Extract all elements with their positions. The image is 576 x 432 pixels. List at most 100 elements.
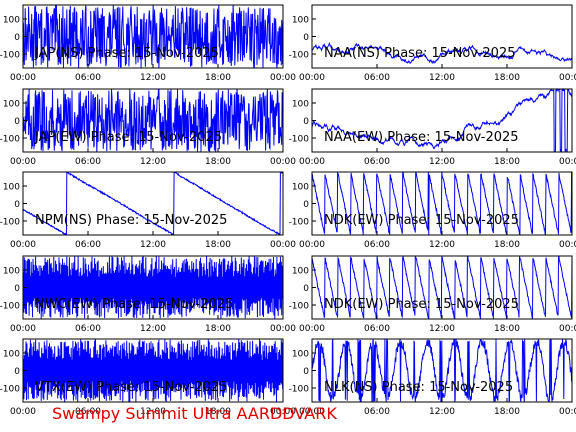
x-tick-label: 12:00 bbox=[140, 73, 166, 83]
y-tick-label: 100 bbox=[3, 16, 20, 26]
y-tick-label: -100 bbox=[289, 135, 310, 145]
x-tick-label: 00:00 bbox=[299, 407, 325, 417]
x-tick-label: 00:00 bbox=[270, 240, 296, 250]
panel-title: JAP(EW) Phase: 15-Nov-2025 bbox=[34, 130, 222, 145]
y-tick-label: 0 bbox=[303, 200, 309, 210]
x-tick-label: 06:00 bbox=[364, 73, 390, 83]
x-tick-label: 00:00 bbox=[559, 324, 576, 334]
x-tick-label: 00:00 bbox=[10, 240, 36, 250]
x-tick-label: 18:00 bbox=[494, 240, 520, 250]
x-tick-label: 00:00 bbox=[10, 407, 36, 417]
x-tick-label: 12:00 bbox=[429, 240, 455, 250]
x-tick-label: 00:00 bbox=[559, 240, 576, 250]
panel-title: VTX(EW) Phase: 15-Nov-2025 bbox=[35, 380, 227, 395]
phase-series-line bbox=[312, 339, 572, 402]
y-tick-label: -100 bbox=[0, 218, 20, 228]
x-tick-label: 18:00 bbox=[205, 407, 231, 417]
x-tick-label: 06:00 bbox=[75, 240, 101, 250]
phase-panel: 100 0 -100 00:00 06:00 12:00 18:00 00:00 NLK(NS)… bbox=[289, 338, 576, 417]
x-tick-label: 18:00 bbox=[205, 324, 231, 334]
x-tick-label: 00:00 bbox=[559, 157, 576, 167]
phase-panel: 100 0 -100 00:00 06:00 12:00 18:00 00:00 NPM(NS)… bbox=[0, 171, 296, 250]
y-tick-label: -100 bbox=[289, 302, 310, 312]
panel-title: NWC(EW) Phase: 15-Nov-2025 bbox=[35, 297, 233, 312]
x-tick-label: 12:00 bbox=[140, 157, 166, 167]
station-footer: Swampy Summit Ultra AARDDVARK bbox=[52, 404, 337, 423]
x-tick-label: 00:00 bbox=[10, 157, 36, 167]
y-tick-label: -100 bbox=[0, 135, 20, 145]
x-tick-label: 06:00 bbox=[364, 407, 390, 417]
x-tick-label: 12:00 bbox=[429, 407, 455, 417]
x-tick-label: 00:00 bbox=[299, 73, 325, 83]
y-tick-label: 100 bbox=[3, 350, 20, 360]
panel-title: NPM(NS) Phase: 15-Nov-2025 bbox=[35, 213, 227, 228]
x-tick-label: 06:00 bbox=[75, 324, 101, 334]
y-tick-label: 100 bbox=[3, 183, 20, 193]
x-tick-label: 18:00 bbox=[205, 73, 231, 83]
y-tick-label: -100 bbox=[0, 302, 20, 312]
x-tick-label: 06:00 bbox=[75, 407, 101, 417]
phase-series-line bbox=[23, 172, 283, 235]
y-tick-label: 0 bbox=[303, 367, 309, 377]
x-tick-label: 06:00 bbox=[364, 324, 390, 334]
y-tick-label: 0 bbox=[14, 33, 20, 43]
phase-series-line bbox=[23, 89, 283, 152]
panel-title: JAP(NS) Phase: 15-Nov-2025 bbox=[34, 46, 219, 61]
x-tick-label: 00:00 bbox=[270, 157, 296, 167]
x-tick-label: 06:00 bbox=[75, 157, 101, 167]
panel-title: NAA(NS) Phase: 15-Nov-2025 bbox=[324, 46, 515, 61]
y-tick-label: 100 bbox=[292, 267, 309, 277]
x-tick-label: 00:00 bbox=[270, 73, 296, 83]
x-tick-label: 00:00 bbox=[10, 324, 36, 334]
panel-title: NDK(EW) Phase: 15-Nov-2025 bbox=[324, 213, 519, 228]
x-tick-label: 06:00 bbox=[364, 240, 390, 250]
phase-panel: 100 0 -100 00:00 06:00 12:00 18:00 00:00 NAA(EW)… bbox=[289, 88, 576, 167]
y-tick-label: -100 bbox=[289, 385, 310, 395]
phase-panel: 100 0 -100 00:00 06:00 12:00 18:00 00:00 JAP(EW)… bbox=[0, 88, 296, 167]
y-tick-label: 100 bbox=[292, 183, 309, 193]
phase-panel: 100 0 -100 00:00 06:00 12:00 18:00 00:00 NAA(NS)… bbox=[289, 4, 576, 83]
y-tick-label: 0 bbox=[303, 284, 309, 294]
y-tick-label: 0 bbox=[14, 367, 20, 377]
x-tick-label: 12:00 bbox=[429, 324, 455, 334]
phase-panel: 100 0 -100 00:00 06:00 12:00 18:00 00:00 NDK(EW)… bbox=[289, 171, 576, 250]
y-tick-label: 0 bbox=[303, 33, 309, 43]
x-tick-label: 12:00 bbox=[140, 324, 166, 334]
x-tick-label: 18:00 bbox=[494, 407, 520, 417]
y-tick-label: 0 bbox=[14, 117, 20, 127]
x-tick-label: 00:00 bbox=[299, 240, 325, 250]
x-tick-label: 12:00 bbox=[429, 157, 455, 167]
x-tick-label: 12:00 bbox=[140, 407, 166, 417]
x-tick-label: 18:00 bbox=[205, 157, 231, 167]
phase-series-line bbox=[312, 172, 572, 235]
y-tick-label: -100 bbox=[0, 51, 20, 61]
x-tick-label: 12:00 bbox=[429, 73, 455, 83]
x-tick-label: 06:00 bbox=[364, 157, 390, 167]
y-tick-label: 100 bbox=[3, 267, 20, 277]
panel-title: NAA(EW) Phase: 15-Nov-2025 bbox=[324, 130, 519, 145]
x-tick-label: 18:00 bbox=[494, 157, 520, 167]
x-tick-label: 00:00 bbox=[299, 324, 325, 334]
y-tick-label: -100 bbox=[289, 51, 310, 61]
phase-series-line bbox=[312, 41, 572, 65]
y-tick-label: 100 bbox=[292, 350, 309, 360]
phase-series-line bbox=[23, 5, 283, 68]
phase-panel: 100 0 -100 00:00 06:00 12:00 18:00 00:00 VTX(EW)… bbox=[0, 338, 296, 417]
x-tick-label: 00:00 bbox=[10, 73, 36, 83]
x-tick-label: 18:00 bbox=[205, 240, 231, 250]
y-tick-label: -100 bbox=[0, 385, 20, 395]
x-tick-label: 12:00 bbox=[140, 240, 166, 250]
phase-series-line bbox=[312, 89, 572, 152]
y-tick-label: 0 bbox=[14, 200, 20, 210]
phase-series-line bbox=[312, 256, 572, 319]
phase-panel: 100 0 -100 00:00 06:00 12:00 18:00 00:00 NDK(EW)… bbox=[289, 255, 576, 334]
phase-panel: 100 0 -100 00:00 06:00 12:00 18:00 00:00 NWC(EW)… bbox=[0, 255, 296, 334]
x-tick-label: 00:00 bbox=[270, 407, 296, 417]
x-tick-label: 00:00 bbox=[270, 324, 296, 334]
x-tick-label: 18:00 bbox=[494, 324, 520, 334]
phase-series-line bbox=[23, 339, 283, 402]
x-tick-label: 18:00 bbox=[494, 73, 520, 83]
phase-panel: 100 0 -100 00:00 06:00 12:00 18:00 00:00 JAP(NS)… bbox=[0, 4, 296, 83]
y-tick-label: 100 bbox=[3, 100, 20, 110]
